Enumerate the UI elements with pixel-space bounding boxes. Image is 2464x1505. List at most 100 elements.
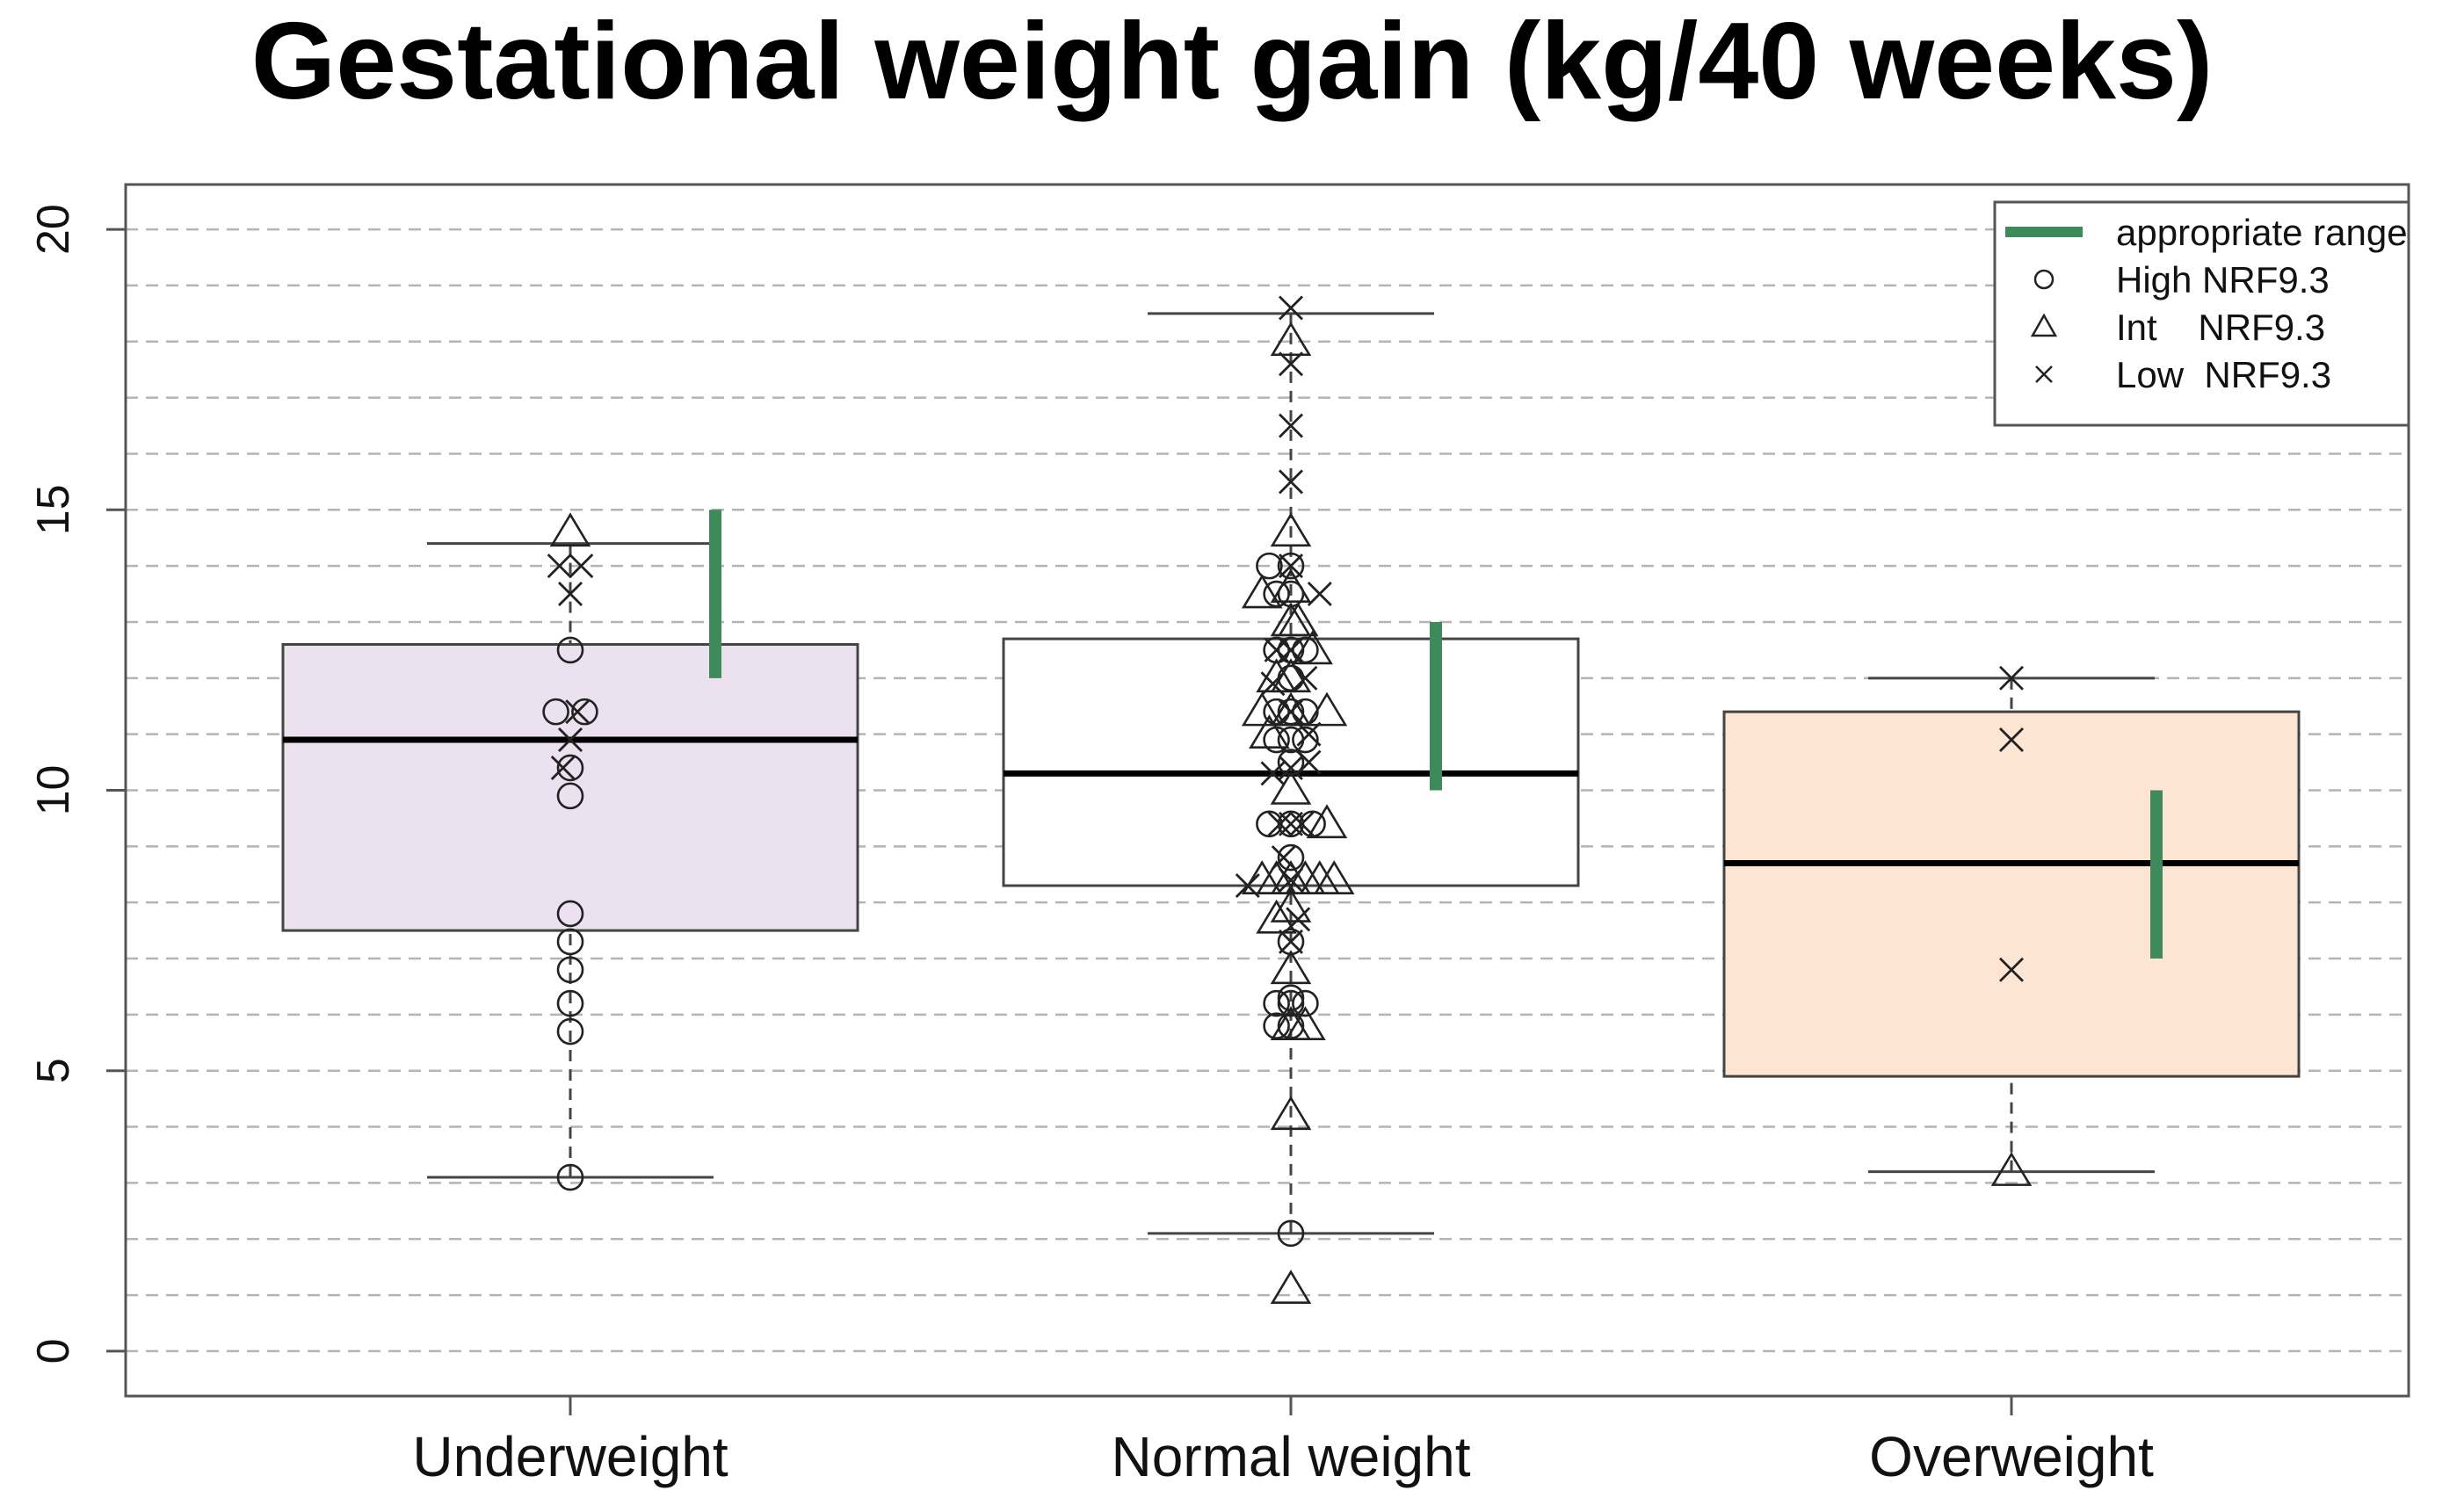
data-point: [1285, 1006, 1326, 1040]
data-point: [571, 698, 598, 726]
box-iqr: [281, 643, 859, 932]
data-point: [1264, 637, 1289, 662]
data-point: [1306, 691, 1348, 727]
data-point: [1270, 1270, 1312, 1304]
y-tick-label: 15: [28, 484, 79, 535]
y-tick-label: 10: [28, 765, 79, 816]
data-point: [1286, 907, 1311, 932]
data-point: [1292, 989, 1319, 1017]
series-cross: [547, 295, 2024, 982]
data-point: [556, 900, 584, 928]
data-point: [542, 698, 569, 726]
data-point: [1279, 413, 1303, 438]
data-point: [1270, 512, 1312, 547]
data-point: [1249, 714, 1290, 749]
box-overweight: [1722, 677, 2301, 1174]
box-underweight: [281, 510, 859, 1179]
data-point: [1296, 721, 1322, 747]
series-triangle: [549, 322, 2033, 1304]
data-point: [556, 928, 584, 956]
data-point: [1267, 811, 1293, 836]
data-point: [1999, 957, 2024, 982]
data-point: [556, 1163, 584, 1191]
data-point: [1260, 761, 1286, 786]
data-point: [1271, 845, 1296, 871]
data-point: [1241, 691, 1283, 727]
data-point: [549, 512, 591, 547]
data-point: [556, 782, 584, 810]
data-point: [1313, 860, 1355, 894]
data-point: [1279, 811, 1303, 836]
legend-circle-swatch: [2033, 269, 2055, 290]
legend-triangle-swatch: [2030, 313, 2058, 337]
data-point: [1277, 843, 1305, 872]
y-tick-label: 5: [28, 1058, 79, 1083]
legend-item: Int NRF9.3: [2030, 307, 2325, 348]
legend: appropriate range High NRF9.3 Int NRF9.3 Lo…: [1993, 200, 2410, 427]
data-point: [1279, 295, 1303, 321]
data-point: [1270, 950, 1312, 985]
legend-item: Low NRF9.3: [2035, 354, 2331, 395]
data-point: [1292, 630, 1333, 665]
data-point: [1990, 1152, 2033, 1186]
data-point: [1277, 602, 1319, 637]
data-point: [1279, 554, 1303, 579]
data-point: [556, 956, 584, 984]
data-point: [1292, 726, 1319, 754]
data-point: [1289, 811, 1315, 836]
data-point: [1277, 552, 1305, 580]
data-point: [1279, 867, 1303, 893]
data-point: [1256, 860, 1297, 894]
data-point: [1293, 665, 1318, 691]
y-tick-label: 20: [28, 204, 79, 255]
data-point: [1279, 469, 1303, 495]
data-point: [1270, 1096, 1312, 1131]
data-point: [1260, 671, 1286, 697]
data-point: [1279, 699, 1303, 725]
data-point: [556, 989, 584, 1017]
point-layer: [542, 295, 2033, 1304]
data-point: [1256, 552, 1283, 580]
data-point: [556, 636, 584, 664]
data-point: [569, 554, 594, 579]
legend-cross-swatch: [2035, 365, 2053, 383]
box-normal-weight: [1002, 312, 1580, 1235]
axis-layer: 0 5 10 15 20 Underweight Normal weight Overweig…: [28, 183, 2410, 1488]
data-point: [565, 699, 591, 725]
data-point: [1999, 727, 2024, 753]
data-point: [1279, 929, 1303, 954]
data-point: [556, 754, 584, 782]
data-point: [558, 727, 583, 753]
chart-title: Gestational weight gain (kg/40 weeks): [251, 1, 2214, 122]
data-point: [547, 554, 572, 579]
data-point: [1270, 770, 1312, 805]
data-point: [1263, 989, 1290, 1017]
data-point: [1306, 804, 1348, 839]
data-point: [1307, 582, 1332, 607]
data-point: [1270, 322, 1312, 357]
data-point: [1270, 568, 1312, 603]
data-point: [556, 1017, 584, 1046]
data-point: [1277, 1219, 1305, 1248]
data-point: [1999, 665, 2024, 691]
legend-item: High NRF9.3: [2033, 259, 2330, 300]
legend-label: Low NRF9.3: [2116, 354, 2331, 395]
data-point: [1256, 899, 1297, 934]
box-iqr: [1722, 710, 2301, 1078]
legend-label: Int NRF9.3: [2116, 307, 2325, 348]
data-point: [1296, 749, 1322, 775]
data-point: [1241, 574, 1283, 609]
x-tick-label: Normal weight: [1111, 1425, 1470, 1488]
data-point: [1235, 873, 1260, 899]
y-tick-label: 0: [28, 1338, 79, 1364]
data-point: [1270, 888, 1312, 923]
data-point: [558, 582, 583, 607]
data-point: [1256, 658, 1297, 693]
x-tick-label: Underweight: [412, 1425, 728, 1488]
legend-label: High NRF9.3: [2116, 259, 2330, 300]
legend-label: appropriate range: [2116, 212, 2408, 253]
data-point: [1277, 989, 1305, 1017]
box-iqr: [1002, 637, 1580, 887]
x-tick-label: Overweight: [1869, 1425, 2154, 1488]
